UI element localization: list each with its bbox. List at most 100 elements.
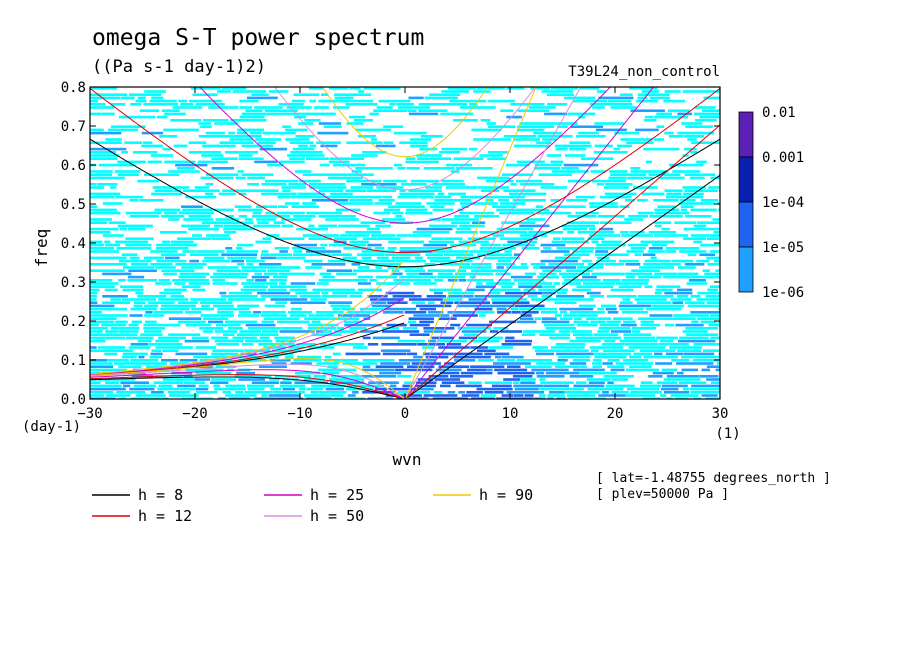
power-cell (426, 295, 447, 298)
power-cell (630, 391, 662, 394)
power-cell (90, 128, 104, 132)
power-cell (685, 327, 719, 330)
power-cell (492, 234, 504, 237)
power-cell (588, 381, 605, 384)
power-cell (548, 205, 586, 208)
power-cell (397, 195, 419, 199)
power-cell (520, 314, 532, 317)
power-cell (241, 282, 278, 285)
power-cell (640, 323, 661, 327)
dispersion-curve-h12 (404, 124, 720, 399)
power-cell (654, 211, 690, 215)
power-cell (496, 266, 504, 269)
power-cell (260, 295, 298, 298)
power-cell (502, 173, 534, 176)
power-cell (211, 352, 239, 356)
power-cell (637, 211, 654, 215)
power-cell (192, 288, 206, 292)
power-cell (130, 307, 157, 311)
power-cell (505, 336, 515, 340)
power-cell (593, 151, 628, 154)
power-cell (550, 199, 561, 202)
power-cell (312, 288, 325, 292)
power-cell (506, 115, 522, 119)
power-cell (352, 391, 359, 394)
power-cell (252, 211, 262, 215)
power-cell (243, 291, 252, 295)
power-cell (573, 384, 605, 388)
power-cell (294, 170, 312, 173)
power-cell (471, 269, 508, 272)
power-cell (487, 295, 523, 298)
power-cell (262, 311, 286, 314)
power-cell (329, 87, 349, 90)
power-cell (311, 199, 349, 202)
power-cell (90, 397, 115, 399)
power-cell (575, 381, 587, 384)
power-cell (559, 317, 573, 320)
power-cell (352, 346, 368, 349)
power-cell (405, 157, 416, 160)
power-cell (304, 119, 321, 122)
power-cell (339, 234, 370, 237)
power-cell (455, 167, 493, 170)
power-cell (90, 336, 126, 340)
power-cell (181, 285, 201, 288)
power-cell (319, 272, 331, 276)
power-cell (90, 333, 104, 336)
power-cell (674, 221, 697, 224)
power-cell (110, 298, 121, 301)
power-cell (118, 327, 140, 330)
power-cell (318, 215, 356, 218)
power-cell (603, 186, 629, 189)
power-cell (180, 103, 194, 106)
power-cell (525, 218, 546, 221)
power-cell (692, 355, 720, 359)
power-cell (595, 128, 627, 132)
power-cell (489, 330, 499, 333)
power-cell (567, 231, 575, 234)
power-cell (134, 301, 146, 304)
power-cell (718, 307, 720, 311)
power-cell (371, 301, 387, 304)
power-cell (257, 291, 291, 295)
power-cell (294, 381, 329, 384)
power-cell (649, 314, 673, 317)
power-cell (90, 291, 98, 295)
power-cell (664, 291, 693, 295)
power-cell (405, 160, 439, 164)
power-cell (396, 234, 432, 237)
colorbar-label: 1e-06 (762, 285, 804, 301)
power-cell (633, 352, 653, 356)
power-cell (238, 154, 253, 157)
power-cell (525, 365, 552, 368)
power-cell (650, 256, 657, 260)
power-cell (554, 301, 577, 304)
power-cell (637, 96, 648, 100)
power-cell (367, 295, 388, 298)
power-cell (397, 106, 430, 109)
power-cell (628, 215, 648, 218)
power-cell (318, 189, 344, 192)
power-cell (610, 368, 625, 372)
power-cell (671, 259, 694, 263)
power-cell (162, 147, 173, 151)
power-cell (346, 179, 382, 183)
power-cell (625, 199, 635, 202)
power-cell (545, 327, 577, 330)
power-cell (291, 205, 320, 208)
power-cell (476, 311, 495, 314)
power-cell (536, 352, 555, 356)
power-cell (581, 157, 614, 160)
y-tick-label: 0.4 (61, 236, 86, 252)
power-cell (97, 183, 118, 186)
power-cell (274, 247, 290, 250)
power-cell (416, 381, 437, 384)
power-cell (172, 279, 209, 282)
power-cell (501, 285, 513, 288)
power-cell (181, 266, 204, 269)
power-cell (358, 90, 365, 93)
power-cell (198, 384, 209, 388)
power-cell (118, 365, 142, 368)
power-cell (360, 330, 379, 333)
